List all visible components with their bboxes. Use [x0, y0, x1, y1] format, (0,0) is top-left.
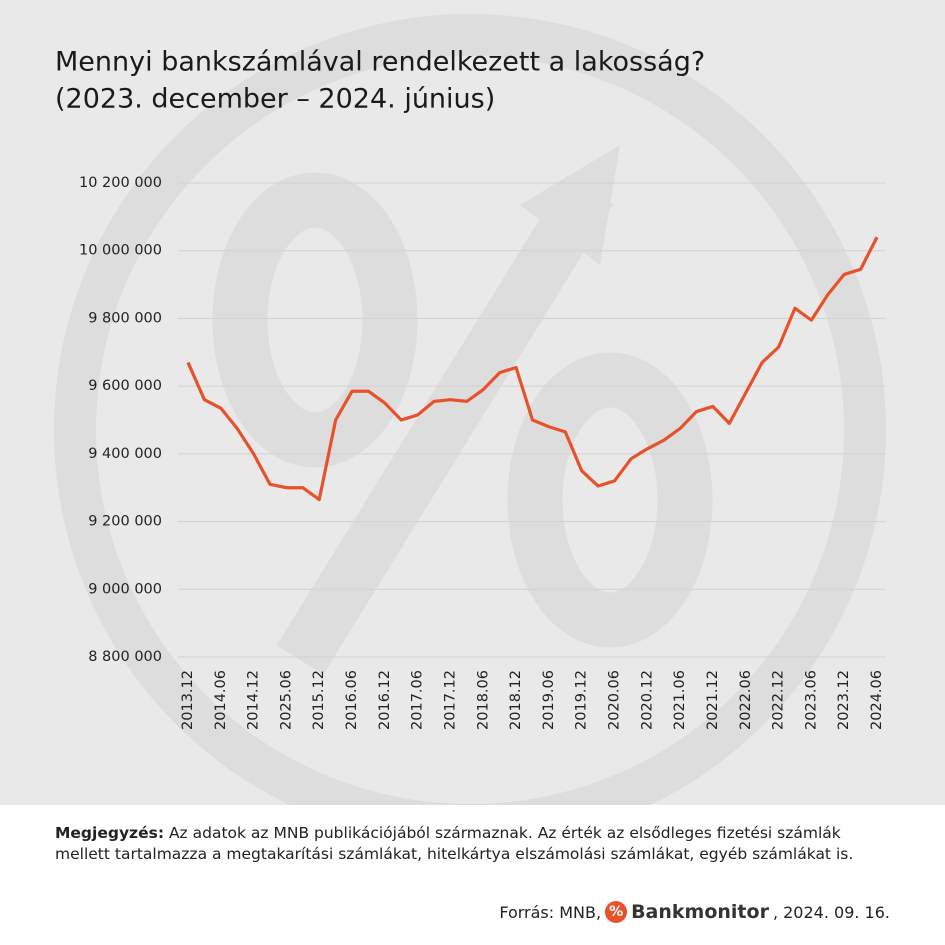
- x-tick-label: 2019.12: [574, 670, 590, 730]
- watermark: [54, 14, 886, 805]
- chart: Mennyi bankszámlával rendelkezett a lako…: [0, 0, 945, 805]
- y-tick-label: 9 800 000: [88, 310, 162, 326]
- brand: Bankmonitor: [631, 901, 769, 923]
- x-tick-label: 2014.06: [213, 670, 229, 730]
- x-tick-label: 2018.06: [475, 670, 491, 730]
- source-date: , 2024. 09. 16.: [772, 902, 890, 922]
- chart-subtitle: (2023. december – 2024. június): [55, 84, 495, 115]
- x-tick-label: 2021.12: [705, 670, 721, 730]
- x-tick-label: 2021.06: [672, 670, 688, 730]
- x-tick-label: 2023.06: [803, 670, 819, 730]
- x-tick-label: 2020.12: [639, 670, 655, 730]
- x-tick-label: 2016.06: [344, 670, 360, 730]
- data-line: [186, 236, 879, 502]
- y-tick-label: 10 200 000: [79, 175, 162, 191]
- x-tick-label: 2023.12: [836, 670, 852, 730]
- note-label: Megjegyzés:: [55, 824, 165, 842]
- y-tick-label: 9 600 000: [88, 378, 162, 394]
- x-tick-label: 2025.06: [278, 670, 294, 730]
- x-tick-label: 2013.12: [180, 670, 196, 730]
- footer: Megjegyzés: Az adatok az MNB publikációj…: [0, 805, 945, 945]
- x-tick-label: 2015.12: [311, 670, 327, 730]
- x-tick-label: 2017.12: [442, 670, 458, 730]
- note: Megjegyzés: Az adatok az MNB publikációj…: [55, 823, 895, 865]
- x-tick-label: 2019.06: [541, 670, 557, 730]
- y-tick-label: 10 000 000: [79, 243, 162, 259]
- y-tick-label: 9 200 000: [88, 514, 162, 530]
- y-tick-label: 9 400 000: [88, 446, 162, 462]
- x-tick-label: 2020.06: [607, 670, 623, 730]
- x-tick-label: 2018.12: [508, 670, 524, 730]
- logo: %: [605, 901, 628, 923]
- y-tick-label: 9 000 000: [88, 581, 162, 597]
- x-tick-label: 2017.06: [410, 670, 426, 730]
- x-tick-label: 2024.06: [869, 670, 885, 730]
- source: Forrás: MNB, % Bankmonitor , 2024. 09. 1…: [499, 901, 890, 923]
- x-tick-label: 2014.12: [246, 670, 262, 730]
- x-tick-label: 2022.06: [738, 670, 754, 730]
- x-tick-label: 2016.12: [377, 670, 393, 730]
- x-tick-label: 2022.12: [771, 670, 787, 730]
- source-label: Forrás: MNB,: [499, 902, 602, 922]
- chart-title: Mennyi bankszámlával rendelkezett a lako…: [55, 47, 705, 78]
- note-text: Az adatok az MNB publikációjából származ…: [55, 824, 854, 863]
- y-tick-label: 8 800 000: [88, 649, 162, 665]
